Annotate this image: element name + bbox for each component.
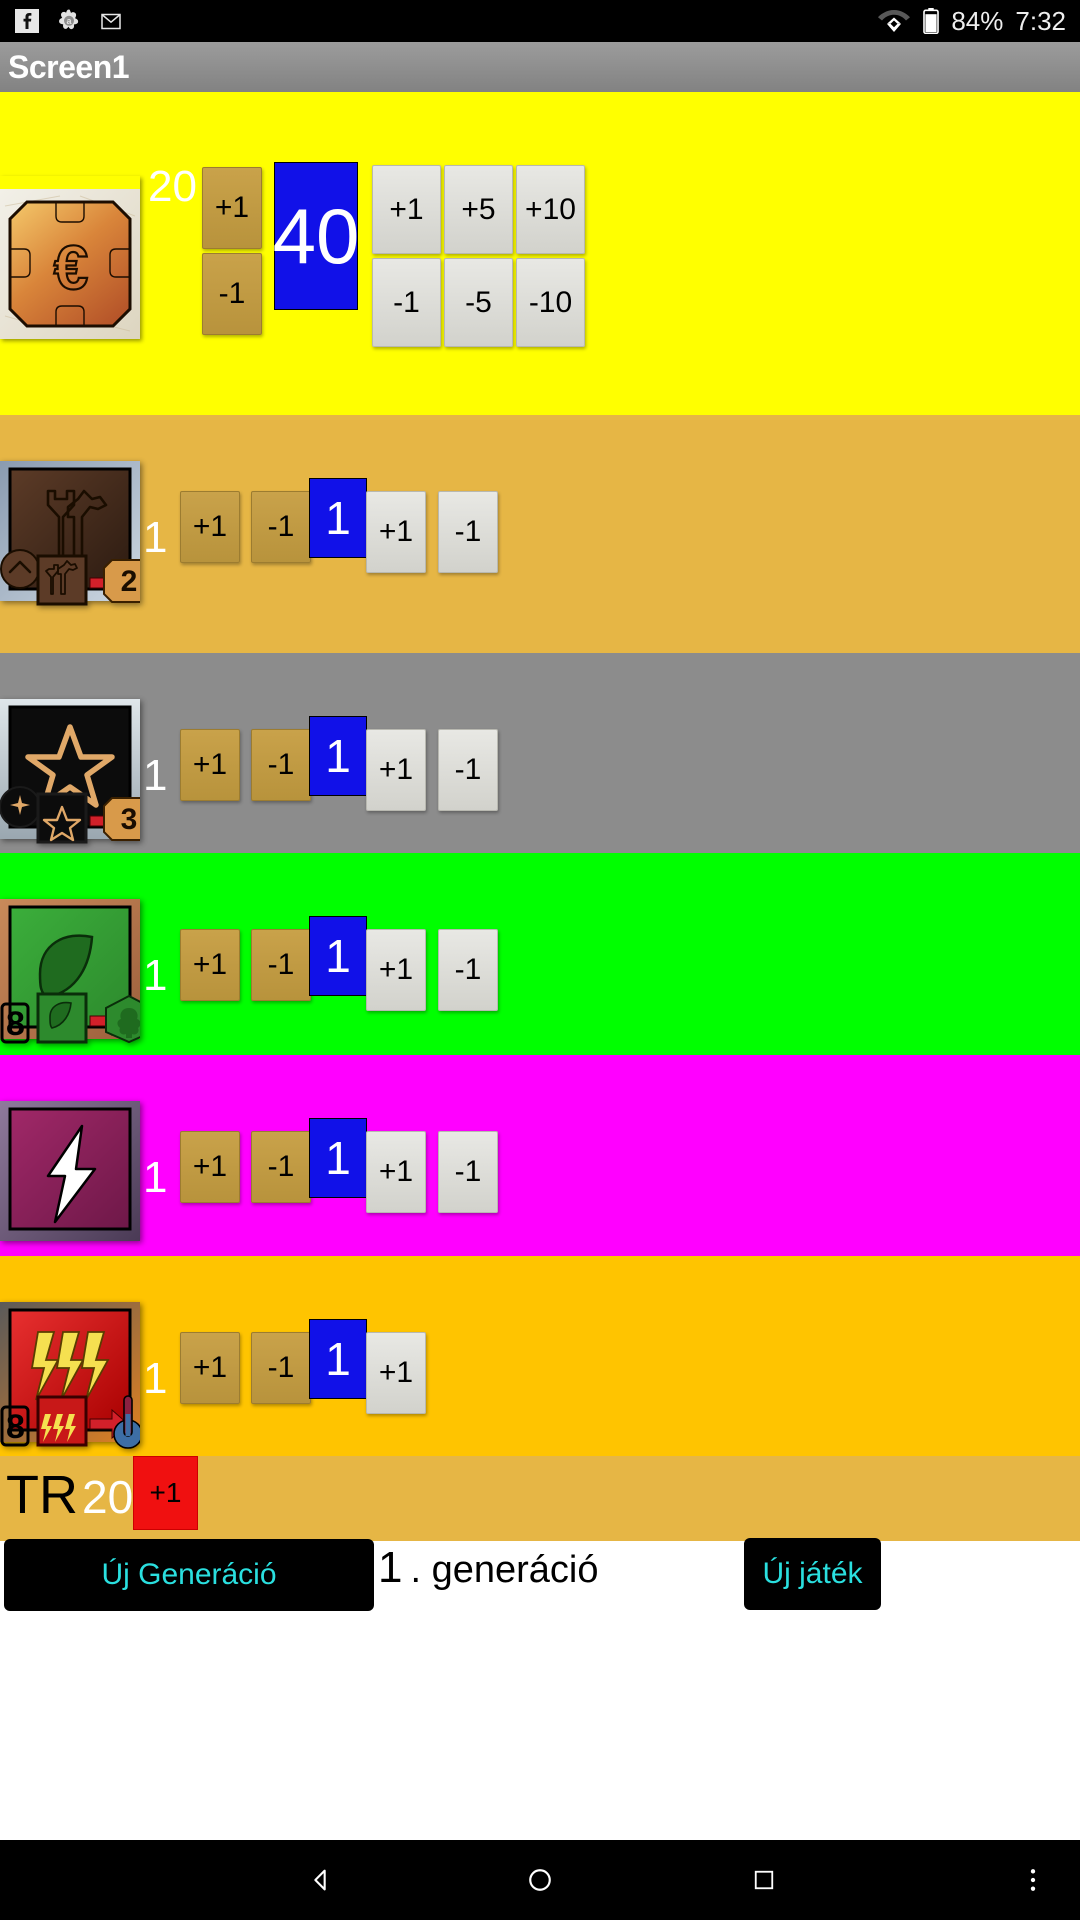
svg-text:8: 8: [6, 1408, 25, 1446]
svg-text:3: 3: [121, 803, 138, 836]
svg-text:2: 2: [121, 565, 138, 598]
svg-text:8: 8: [6, 1005, 25, 1043]
svg-text:€: €: [54, 234, 88, 303]
